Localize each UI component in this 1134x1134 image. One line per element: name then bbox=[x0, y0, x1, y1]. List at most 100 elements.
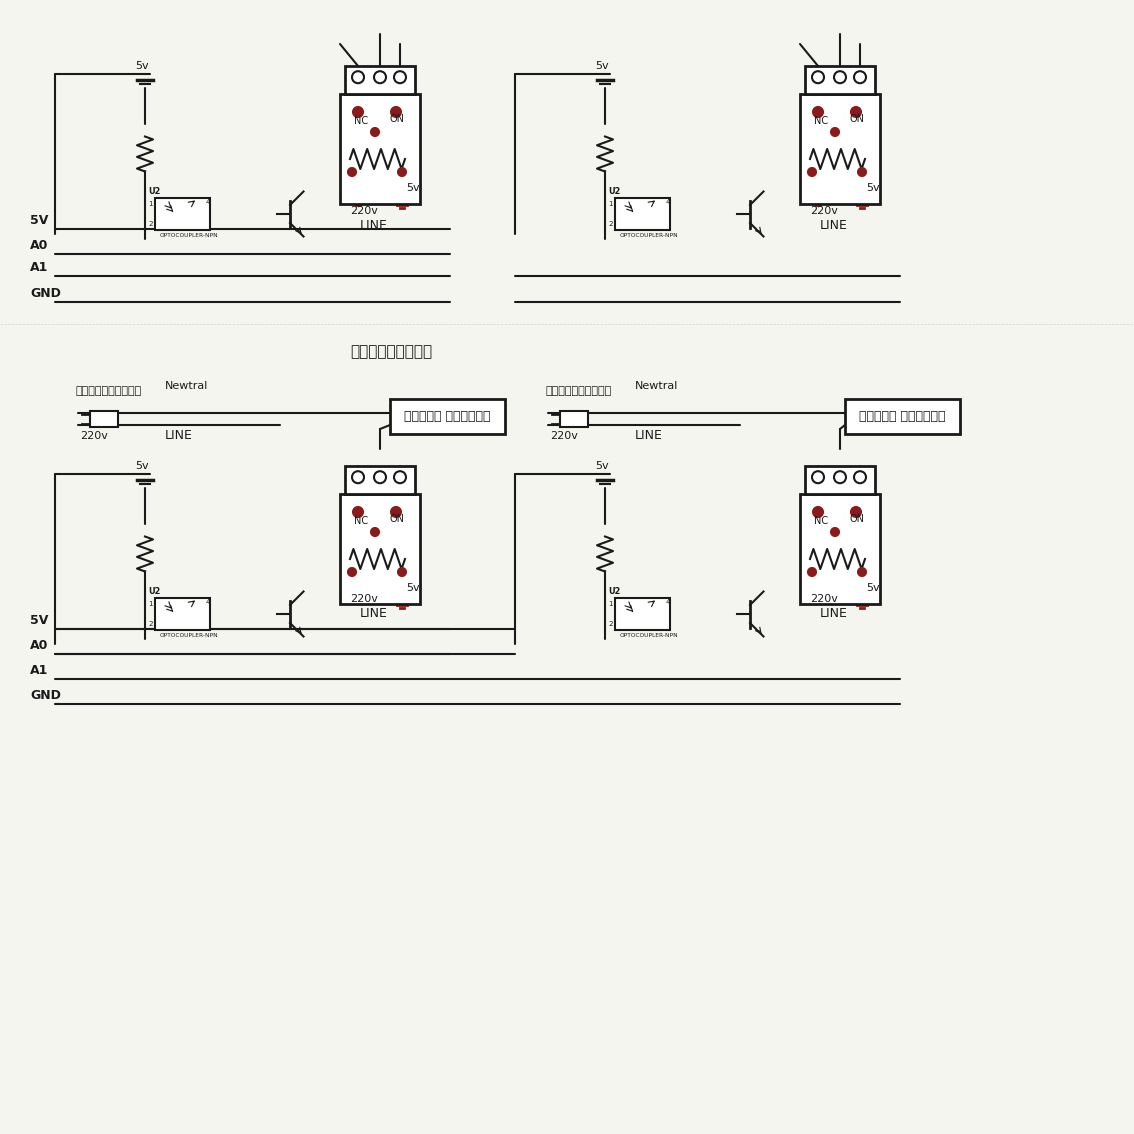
Text: Newtral: Newtral bbox=[635, 381, 678, 391]
Text: 5v: 5v bbox=[866, 183, 880, 193]
Circle shape bbox=[371, 128, 379, 136]
Text: 5V: 5V bbox=[29, 613, 49, 627]
Text: 5v: 5v bbox=[406, 183, 420, 193]
Text: ON: ON bbox=[850, 115, 865, 124]
Text: 5v: 5v bbox=[406, 583, 420, 593]
Text: Newtral: Newtral bbox=[166, 381, 209, 391]
Circle shape bbox=[850, 507, 861, 517]
Circle shape bbox=[809, 168, 816, 176]
Text: NC: NC bbox=[354, 116, 369, 126]
Bar bbox=[799, 494, 880, 604]
Text: การใช้งาน: การใช้งาน bbox=[350, 344, 432, 359]
Bar bbox=[345, 66, 415, 94]
Text: GND: GND bbox=[29, 287, 61, 301]
Text: A1: A1 bbox=[29, 261, 49, 274]
Text: OPTOCOUPLER-NPN: OPTOCOUPLER-NPN bbox=[159, 633, 218, 638]
Text: 220v: 220v bbox=[550, 431, 578, 441]
Text: พัดลม หลอดไฟ: พัดลม หลอดไฟ bbox=[404, 411, 491, 423]
Text: 220v: 220v bbox=[81, 431, 108, 441]
Circle shape bbox=[809, 568, 816, 576]
Text: ON: ON bbox=[390, 115, 405, 124]
Bar bbox=[345, 466, 415, 494]
Text: 220v: 220v bbox=[350, 206, 378, 215]
Text: A0: A0 bbox=[29, 239, 49, 252]
Circle shape bbox=[352, 472, 364, 483]
Text: 4: 4 bbox=[206, 599, 211, 604]
Circle shape bbox=[393, 472, 406, 483]
Text: พัดลม หลอดไฟ: พัดลม หลอดไฟ bbox=[860, 411, 946, 423]
Circle shape bbox=[850, 107, 861, 117]
Circle shape bbox=[374, 71, 386, 83]
Text: 5v: 5v bbox=[135, 61, 149, 71]
Text: 4: 4 bbox=[206, 198, 211, 205]
Bar bbox=[155, 598, 210, 631]
Bar bbox=[805, 466, 875, 494]
Bar bbox=[340, 494, 420, 604]
Polygon shape bbox=[160, 607, 167, 620]
Text: OPTOCOUPLER-NPN: OPTOCOUPLER-NPN bbox=[619, 232, 678, 238]
Text: NC: NC bbox=[354, 516, 369, 526]
Text: 5v: 5v bbox=[595, 61, 609, 71]
Polygon shape bbox=[620, 607, 627, 620]
Text: 5v: 5v bbox=[595, 462, 609, 471]
Circle shape bbox=[348, 568, 356, 576]
Circle shape bbox=[831, 528, 839, 536]
Circle shape bbox=[813, 107, 823, 117]
Circle shape bbox=[391, 107, 401, 117]
Text: A0: A0 bbox=[29, 638, 49, 652]
Text: ON: ON bbox=[390, 514, 405, 524]
Circle shape bbox=[348, 168, 356, 176]
Bar bbox=[390, 399, 505, 434]
Text: LINE: LINE bbox=[359, 219, 388, 232]
Text: 2: 2 bbox=[149, 621, 153, 627]
Text: ON: ON bbox=[850, 514, 865, 524]
Text: 1: 1 bbox=[149, 201, 153, 206]
Text: A1: A1 bbox=[29, 665, 49, 677]
Text: 2: 2 bbox=[608, 621, 612, 627]
Text: OPTOCOUPLER-NPN: OPTOCOUPLER-NPN bbox=[159, 232, 218, 238]
Text: 1: 1 bbox=[608, 201, 612, 206]
Text: 5v: 5v bbox=[866, 583, 880, 593]
Text: 1: 1 bbox=[608, 601, 612, 607]
Text: LINE: LINE bbox=[820, 607, 848, 620]
Text: LINE: LINE bbox=[635, 429, 663, 442]
Text: 220v: 220v bbox=[350, 594, 378, 604]
Circle shape bbox=[831, 128, 839, 136]
Circle shape bbox=[833, 71, 846, 83]
Text: 4: 4 bbox=[666, 198, 670, 205]
Bar bbox=[799, 94, 880, 204]
Text: LINE: LINE bbox=[166, 429, 193, 442]
Text: เลียบปล๊ัก: เลียบปล๊ัก bbox=[75, 386, 142, 396]
Text: 220v: 220v bbox=[810, 206, 838, 215]
Circle shape bbox=[398, 568, 406, 576]
Text: NC: NC bbox=[814, 516, 828, 526]
Bar bbox=[560, 411, 589, 428]
Bar bbox=[155, 197, 210, 230]
Text: 220v: 220v bbox=[810, 594, 838, 604]
Bar bbox=[90, 411, 118, 428]
Circle shape bbox=[854, 71, 866, 83]
Bar bbox=[615, 197, 670, 230]
Circle shape bbox=[393, 71, 406, 83]
Circle shape bbox=[833, 472, 846, 483]
Bar bbox=[845, 399, 960, 434]
Bar bbox=[340, 94, 420, 204]
Text: U2: U2 bbox=[608, 187, 620, 195]
Text: LINE: LINE bbox=[359, 607, 388, 620]
Circle shape bbox=[813, 507, 823, 517]
Text: 5v: 5v bbox=[135, 462, 149, 471]
Text: U2: U2 bbox=[149, 586, 161, 595]
Circle shape bbox=[812, 71, 824, 83]
Text: เลียบปล๊ัก: เลียบปล๊ัก bbox=[545, 386, 611, 396]
Circle shape bbox=[812, 472, 824, 483]
Text: 5V: 5V bbox=[29, 214, 49, 227]
Text: 2: 2 bbox=[149, 221, 153, 227]
Text: OPTOCOUPLER-NPN: OPTOCOUPLER-NPN bbox=[619, 633, 678, 638]
Text: 2: 2 bbox=[608, 221, 612, 227]
Bar bbox=[805, 66, 875, 94]
Text: 1: 1 bbox=[149, 601, 153, 607]
Text: LINE: LINE bbox=[820, 219, 848, 232]
Circle shape bbox=[371, 528, 379, 536]
Circle shape bbox=[353, 507, 363, 517]
Text: GND: GND bbox=[29, 689, 61, 702]
